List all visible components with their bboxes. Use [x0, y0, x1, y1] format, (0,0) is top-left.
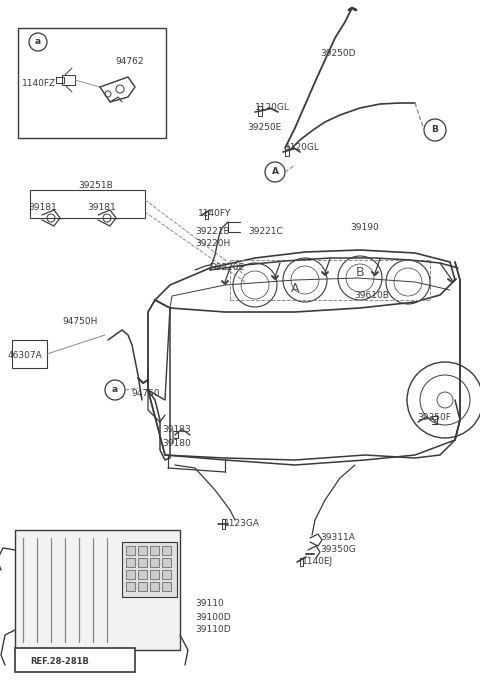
Bar [138, 558, 147, 567]
Bar [138, 546, 147, 555]
Circle shape [105, 380, 125, 400]
Circle shape [424, 119, 446, 141]
Bar [162, 546, 171, 555]
Text: 39221C: 39221C [248, 226, 283, 235]
Bar [12, 340, 47, 368]
Bar [18, 28, 166, 138]
Text: 39250E: 39250E [247, 123, 281, 132]
Bar [138, 570, 147, 579]
Text: 39190: 39190 [350, 224, 379, 233]
Text: 39350F: 39350F [417, 414, 451, 423]
Bar [162, 570, 171, 579]
Bar [15, 648, 135, 672]
Bar [122, 542, 177, 597]
Text: 39311A: 39311A [320, 532, 355, 541]
Text: 1140FY: 1140FY [198, 209, 231, 217]
Bar [150, 546, 159, 555]
Text: 39250D: 39250D [320, 49, 356, 58]
Circle shape [29, 33, 47, 51]
Text: 39180: 39180 [162, 438, 191, 447]
Text: 94750: 94750 [131, 388, 160, 397]
Text: 39220H: 39220H [195, 239, 230, 248]
Text: 39181: 39181 [87, 202, 116, 211]
Bar [150, 558, 159, 567]
Circle shape [265, 162, 285, 182]
Text: 1140FZ: 1140FZ [22, 80, 56, 88]
Text: 1123GA: 1123GA [224, 519, 260, 528]
Bar [150, 570, 159, 579]
Text: 39221B: 39221B [195, 226, 229, 235]
Text: 39220E: 39220E [210, 263, 244, 272]
Text: REF.28-281B: REF.28-281B [30, 657, 89, 665]
Bar [126, 570, 135, 579]
Text: B: B [356, 266, 364, 279]
Bar [162, 582, 171, 591]
Bar [30, 190, 145, 218]
Text: B: B [432, 126, 438, 134]
Text: a: a [112, 386, 118, 394]
Text: 1120GL: 1120GL [285, 143, 320, 152]
Text: 39251B: 39251B [78, 180, 113, 189]
Text: 39610B: 39610B [354, 290, 389, 300]
Text: 39110: 39110 [195, 600, 224, 608]
Bar [126, 558, 135, 567]
Bar [15, 530, 180, 650]
Text: A: A [291, 281, 299, 294]
Bar [138, 582, 147, 591]
Text: 39181: 39181 [28, 202, 57, 211]
Text: 39350G: 39350G [320, 545, 356, 554]
Bar [126, 546, 135, 555]
Text: A: A [272, 167, 278, 176]
Bar [126, 582, 135, 591]
Text: 39183: 39183 [162, 425, 191, 434]
Text: 39110D: 39110D [195, 626, 230, 635]
Bar [150, 582, 159, 591]
Text: 94762: 94762 [115, 58, 144, 67]
Text: 1120GL: 1120GL [255, 104, 290, 113]
Bar [162, 558, 171, 567]
Text: 39100D: 39100D [195, 613, 230, 622]
Text: a: a [35, 38, 41, 47]
Text: 94750H: 94750H [62, 318, 97, 327]
Text: 46307A: 46307A [8, 351, 43, 359]
Text: 1140EJ: 1140EJ [302, 556, 333, 565]
